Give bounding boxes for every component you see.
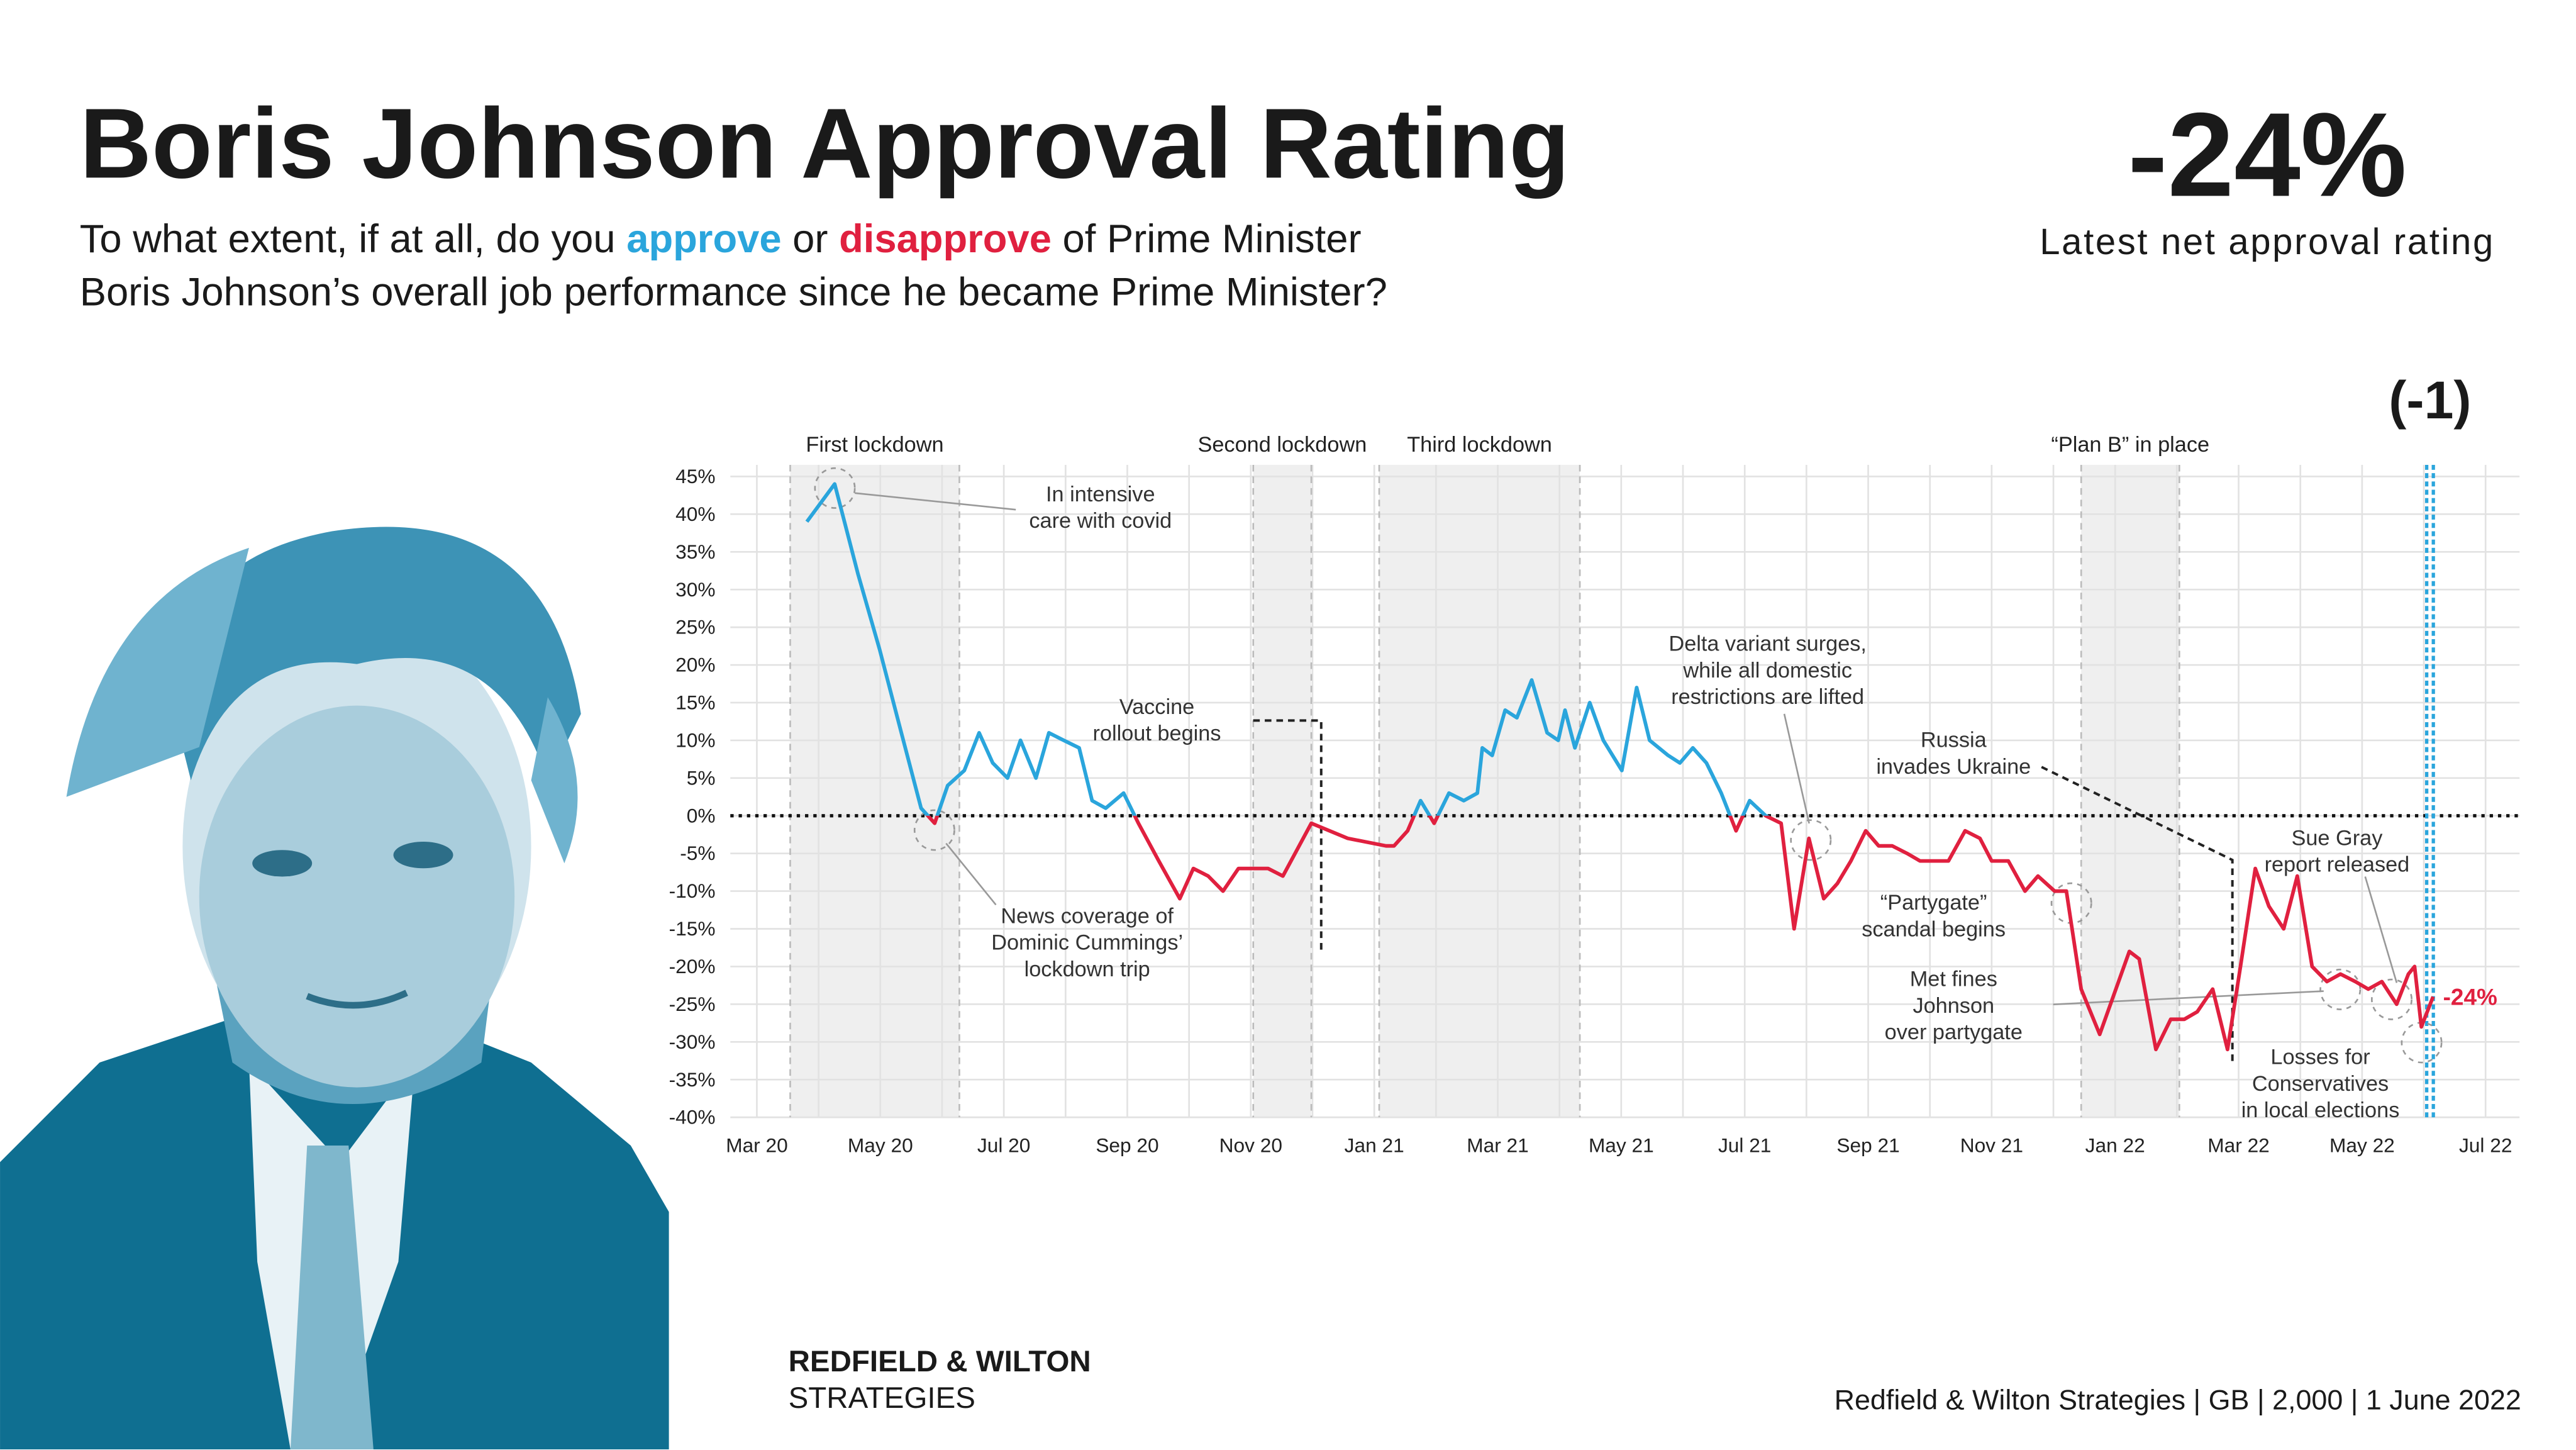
brand: REDFIELD & WILTON: [789, 1345, 1091, 1378]
headline-caption: Latest net approval rating: [2040, 221, 2495, 262]
leader-line: [1783, 713, 1810, 824]
x-tick-label: Sep 20: [1096, 1134, 1158, 1157]
x-tick-label: Nov 21: [1960, 1134, 2023, 1157]
period-label: “Plan B” in place: [2051, 433, 2209, 457]
annotation: Johnson: [1913, 994, 1994, 1018]
annotation: Losses for: [2270, 1046, 2370, 1069]
leader-line: [855, 492, 1016, 511]
leader-line: [2364, 876, 2398, 983]
y-tick-label: -40%: [669, 1106, 716, 1129]
period-band: [790, 464, 960, 1118]
y-tick-label: 15%: [675, 691, 715, 714]
annotation: care with covid: [1029, 509, 1172, 533]
leader-line: [1253, 719, 1323, 955]
period-band: [1253, 464, 1312, 1118]
subtitle-part: disapprove: [839, 217, 1052, 261]
annotation: In intensive: [1046, 482, 1155, 506]
y-tick-label: -15%: [669, 917, 716, 940]
x-tick-label: Mar 22: [2207, 1134, 2270, 1157]
annotation: News coverage of: [1001, 904, 1174, 928]
approval-line: [805, 482, 1770, 816]
period-label: First lockdown: [806, 433, 943, 457]
y-tick-label: 40%: [675, 503, 715, 525]
annotation: while all domestic: [1682, 659, 1852, 683]
annotation: in local elections: [2241, 1098, 2400, 1122]
annotation: rollout begins: [1093, 722, 1221, 745]
subtitle-part: approve: [626, 217, 781, 261]
period-band: [1379, 464, 1580, 1118]
annotation: “Partygate”: [1880, 891, 1987, 915]
annotation: Met fines: [1910, 968, 1997, 991]
leader-line: [945, 842, 997, 906]
annotation: restrictions are lifted: [1671, 685, 1864, 709]
annotation: scandal begins: [1862, 917, 2006, 941]
portrait: [0, 527, 669, 1449]
leader-line: [2053, 990, 2324, 1005]
y-tick-label: -30%: [669, 1030, 716, 1053]
y-tick-label: 45%: [675, 465, 715, 488]
annotation: lockdown trip: [1024, 957, 1150, 981]
x-tick-label: Sep 21: [1836, 1134, 1899, 1157]
subtitle-part: To what extent, if at all, do you: [80, 217, 627, 261]
annotation: over partygate: [1885, 1020, 2023, 1044]
brand: STRATEGIES: [789, 1381, 975, 1415]
x-tick-label: Nov 20: [1219, 1134, 1282, 1157]
annotation: Dominic Cummings’: [991, 931, 1183, 955]
period-band: [2081, 464, 2180, 1118]
annotation: Vaccine: [1119, 695, 1194, 719]
change-label: (-1): [2389, 371, 2471, 430]
annotation: Conservatives: [2252, 1072, 2389, 1096]
subtitle-part: of Prime Minister: [1052, 217, 1362, 261]
source: Redfield & Wilton Strategies | GB | 2,00…: [1835, 1384, 2521, 1416]
y-tick-label: 10%: [675, 728, 715, 751]
x-tick-label: May 22: [2329, 1134, 2395, 1157]
y-tick-label: 5%: [687, 766, 716, 789]
title: Boris Johnson Approval Rating: [80, 87, 1570, 199]
x-tick-label: Jul 22: [2459, 1134, 2512, 1157]
x-tick-label: Jan 21: [1345, 1134, 1404, 1157]
subtitle: To what extent, if at all, do you approv…: [80, 217, 1362, 261]
highlight-circle: [2371, 978, 2412, 1020]
y-tick-label: -35%: [669, 1068, 716, 1091]
period-label: Third lockdown: [1407, 433, 1552, 457]
highlight-circle: [2319, 968, 2362, 1010]
x-tick-label: Jul 21: [1718, 1134, 1771, 1157]
y-tick-label: 25%: [675, 616, 715, 639]
y-tick-label: 35%: [675, 540, 715, 563]
y-tick-label: 30%: [675, 578, 715, 601]
leader-line: [2041, 766, 2234, 1063]
y-tick-label: -10%: [669, 879, 716, 902]
y-tick-label: 0%: [687, 804, 716, 827]
x-tick-label: Mar 20: [726, 1134, 788, 1157]
annotation: Sue Gray: [2291, 826, 2383, 850]
annotation: report released: [2265, 853, 2410, 877]
annotation: Russia: [1921, 728, 1987, 752]
x-tick-label: May 20: [848, 1134, 913, 1157]
annotation: invades Ukraine: [1876, 755, 2031, 779]
highlight-circle: [1790, 819, 1832, 861]
subtitle: Boris Johnson’s overall job performance …: [80, 270, 1387, 315]
x-tick-label: Jan 22: [2085, 1134, 2145, 1157]
approval-line: [925, 815, 2435, 1052]
subtitle-part: or: [782, 217, 839, 261]
end-label: -24%: [2443, 984, 2497, 1010]
y-tick-label: -20%: [669, 955, 716, 978]
highlight-circle: [814, 467, 856, 509]
x-tick-label: Jul 20: [977, 1134, 1030, 1157]
period-label: Second lockdown: [1197, 433, 1367, 457]
y-tick-label: -5%: [680, 842, 715, 864]
headline: -24%: [2128, 88, 2407, 221]
y-tick-label: 20%: [675, 654, 715, 676]
y-tick-label: -25%: [669, 993, 716, 1015]
x-tick-label: Mar 21: [1467, 1134, 1529, 1157]
annotation: Delta variant surges,: [1668, 632, 1867, 656]
x-tick-label: May 21: [1589, 1134, 1654, 1157]
